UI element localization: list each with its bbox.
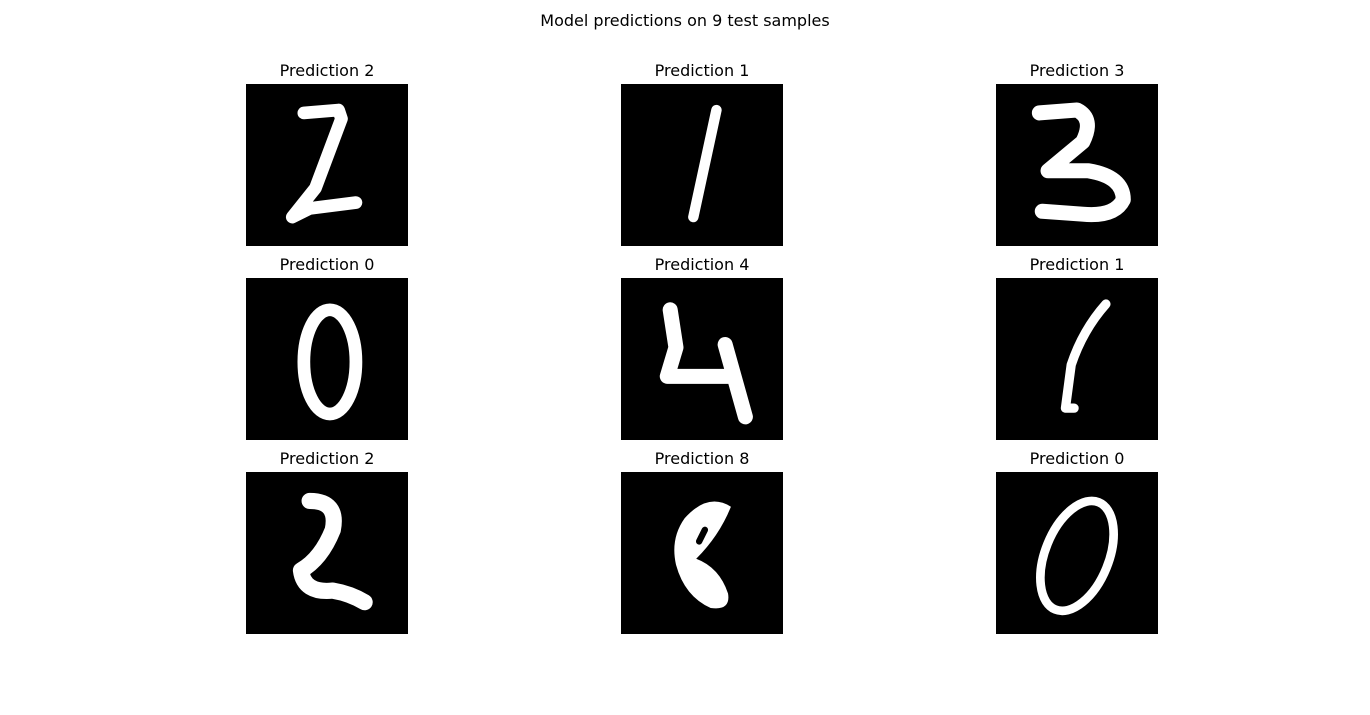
sample-panel: Prediction 1: [996, 254, 1158, 440]
figure-title: Model predictions on 9 test samples: [540, 11, 830, 30]
prediction-title: Prediction 2: [279, 449, 375, 468]
prediction-title: Prediction 0: [279, 255, 375, 274]
digit-image: [246, 84, 408, 246]
sample-panel: Prediction 8: [621, 448, 783, 634]
prediction-title: Prediction 3: [1029, 61, 1125, 80]
digit-image: [996, 84, 1158, 246]
sample-panel: Prediction 0: [246, 254, 408, 440]
digit-image: [996, 472, 1158, 634]
prediction-title: Prediction 4: [654, 255, 750, 274]
digit-image: [996, 278, 1158, 440]
sample-panel: Prediction 1: [621, 60, 783, 246]
sample-panel: Prediction 0: [996, 448, 1158, 634]
digit-image: [621, 278, 783, 440]
digit-image: [246, 472, 408, 634]
sample-panel: Prediction 2: [246, 60, 408, 246]
prediction-title: Prediction 1: [654, 61, 750, 80]
prediction-title: Prediction 2: [279, 61, 375, 80]
sample-panel: Prediction 3: [996, 60, 1158, 246]
digit-image: [246, 278, 408, 440]
prediction-title: Prediction 1: [1029, 255, 1125, 274]
sample-panel: Prediction 2: [246, 448, 408, 634]
prediction-title: Prediction 8: [654, 449, 750, 468]
digit-image: [621, 472, 783, 634]
prediction-title: Prediction 0: [1029, 449, 1125, 468]
digit-image: [621, 84, 783, 246]
sample-panel: Prediction 4: [621, 254, 783, 440]
